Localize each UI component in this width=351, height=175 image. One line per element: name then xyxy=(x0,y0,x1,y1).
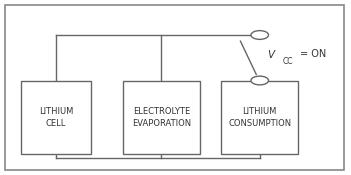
Circle shape xyxy=(251,31,269,39)
Circle shape xyxy=(251,76,269,85)
Text: CC: CC xyxy=(283,57,293,66)
Text: $V$: $V$ xyxy=(267,48,277,60)
Bar xyxy=(221,80,298,154)
Bar xyxy=(123,80,200,154)
Text: ELECTROLYTE
EVAPORATION: ELECTROLYTE EVAPORATION xyxy=(132,107,191,128)
Text: LITHIUM
CONSUMPTION: LITHIUM CONSUMPTION xyxy=(228,107,291,128)
Text: = ON: = ON xyxy=(300,49,326,59)
Bar xyxy=(21,80,91,154)
Text: LITHIUM
CELL: LITHIUM CELL xyxy=(39,107,73,128)
